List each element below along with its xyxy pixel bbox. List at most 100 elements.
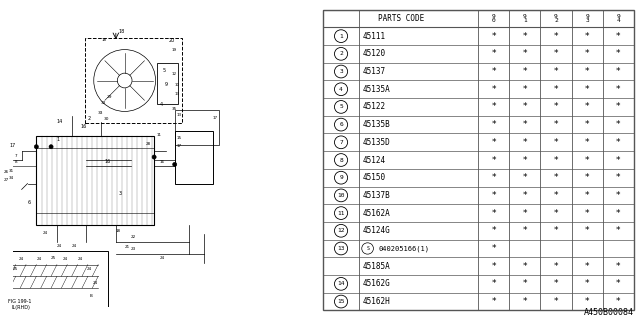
Text: *: *	[554, 209, 558, 218]
Text: *: *	[523, 173, 527, 182]
Text: *: *	[585, 85, 589, 94]
Text: 9: 9	[164, 82, 168, 87]
Text: *: *	[616, 173, 620, 182]
Text: *: *	[523, 156, 527, 164]
Text: *: *	[492, 209, 496, 218]
Text: *: *	[492, 156, 496, 164]
Text: *: *	[616, 191, 620, 200]
Text: 7: 7	[339, 140, 343, 145]
Text: 25: 25	[13, 268, 18, 271]
Text: IL(RHD): IL(RHD)	[12, 305, 30, 310]
Text: 23: 23	[131, 247, 136, 251]
Text: 24: 24	[42, 231, 47, 235]
Text: *: *	[585, 120, 589, 129]
Text: *: *	[585, 173, 589, 182]
Text: *: *	[554, 138, 558, 147]
Text: *: *	[616, 120, 620, 129]
Text: 16: 16	[104, 159, 110, 164]
Circle shape	[152, 155, 156, 159]
Text: *: *	[492, 262, 496, 271]
Text: *: *	[616, 85, 620, 94]
Text: *: *	[585, 138, 589, 147]
Text: 2: 2	[88, 116, 91, 121]
Text: 10: 10	[175, 84, 180, 87]
Text: *: *	[492, 32, 496, 41]
Text: *: *	[492, 279, 496, 288]
Text: 12: 12	[172, 72, 177, 76]
Text: *: *	[554, 191, 558, 200]
Text: 18: 18	[119, 29, 125, 35]
Text: 15: 15	[337, 299, 345, 304]
Text: 26: 26	[4, 170, 9, 174]
Text: 45162H: 45162H	[363, 297, 390, 306]
Text: 45124G: 45124G	[363, 226, 390, 235]
Text: *: *	[554, 262, 558, 271]
Text: 11: 11	[157, 133, 162, 138]
Text: 45137B: 45137B	[363, 191, 390, 200]
Text: *: *	[523, 120, 527, 129]
Circle shape	[173, 162, 177, 166]
Text: 9: 9	[339, 175, 343, 180]
Text: 1: 1	[339, 34, 343, 39]
Text: 24: 24	[19, 257, 24, 261]
Text: *: *	[585, 279, 589, 288]
Text: *: *	[616, 209, 620, 218]
Text: 29: 29	[107, 95, 113, 99]
Text: 24: 24	[86, 268, 92, 271]
Text: 14: 14	[337, 281, 345, 286]
Text: 24: 24	[57, 244, 62, 248]
Text: *: *	[523, 49, 527, 58]
Text: 11: 11	[337, 211, 345, 216]
Text: *: *	[492, 120, 496, 129]
Text: *: *	[492, 191, 496, 200]
Text: 19: 19	[172, 48, 177, 52]
Text: 3: 3	[119, 191, 122, 196]
Text: *: *	[616, 262, 620, 271]
Text: 34: 34	[8, 176, 13, 180]
Text: *: *	[554, 226, 558, 235]
Text: *: *	[523, 209, 527, 218]
Text: 45135D: 45135D	[363, 138, 390, 147]
Text: 14: 14	[57, 119, 63, 124]
Text: 18: 18	[116, 229, 121, 233]
Text: *: *	[523, 102, 527, 111]
Text: *: *	[585, 49, 589, 58]
Text: 28: 28	[145, 142, 150, 146]
Text: *: *	[523, 85, 527, 94]
Text: 17: 17	[10, 143, 16, 148]
Text: 31: 31	[8, 169, 13, 173]
Text: *: *	[523, 138, 527, 147]
Text: 9
2: 9 2	[554, 14, 558, 23]
Text: 45150: 45150	[363, 173, 386, 182]
Text: *: *	[554, 173, 558, 182]
Text: *: *	[554, 85, 558, 94]
Text: 3: 3	[339, 69, 343, 74]
Text: *: *	[523, 226, 527, 235]
Text: 24: 24	[92, 281, 97, 285]
Text: *: *	[585, 262, 589, 271]
Text: *: *	[585, 191, 589, 200]
Text: 13: 13	[175, 92, 180, 96]
Text: 9
1: 9 1	[523, 14, 527, 23]
Text: *: *	[492, 102, 496, 111]
Text: 9
0: 9 0	[492, 14, 496, 23]
Text: *: *	[554, 156, 558, 164]
Text: *: *	[616, 67, 620, 76]
Text: *: *	[616, 49, 620, 58]
Text: 24: 24	[160, 256, 165, 260]
Text: 20: 20	[169, 38, 175, 43]
Text: 8: 8	[339, 157, 343, 163]
Text: 35: 35	[172, 107, 177, 111]
Text: 45185A: 45185A	[363, 262, 390, 271]
Text: 24: 24	[63, 257, 68, 261]
Text: FIG 199-1: FIG 199-1	[8, 299, 32, 304]
Text: *: *	[523, 32, 527, 41]
Text: 13: 13	[176, 113, 181, 117]
Text: 17: 17	[176, 144, 181, 148]
Text: 45111: 45111	[363, 32, 386, 41]
Text: *: *	[523, 191, 527, 200]
Text: 32: 32	[101, 101, 107, 105]
Text: *: *	[492, 297, 496, 306]
Text: B: B	[90, 294, 92, 298]
Text: *: *	[523, 279, 527, 288]
